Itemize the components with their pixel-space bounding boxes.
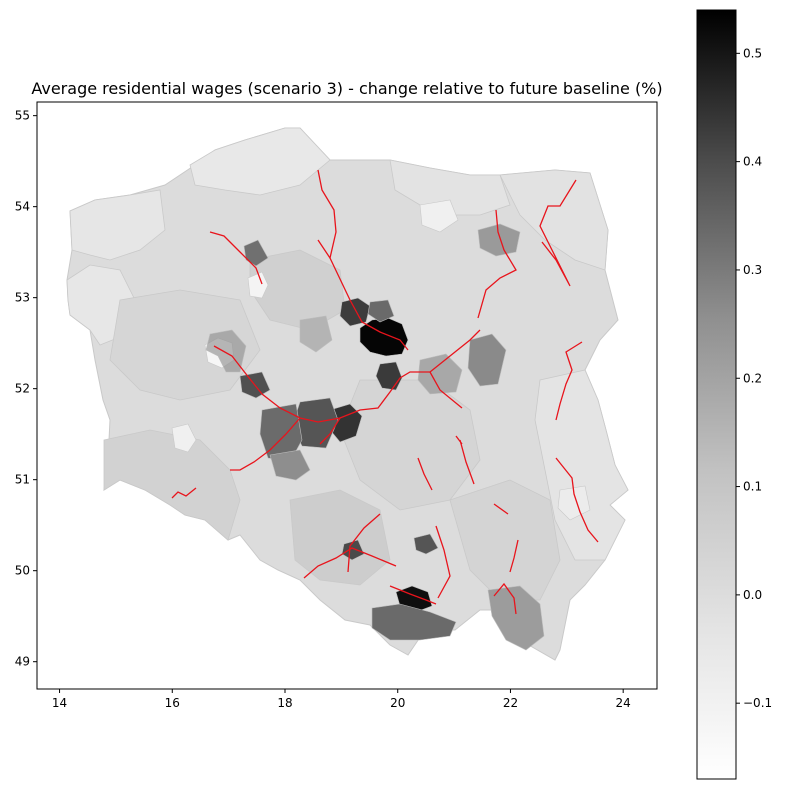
colorbar-tick-label: 0.3 xyxy=(743,263,762,277)
corridor-line xyxy=(347,513,381,573)
region-northeast xyxy=(499,169,609,271)
y-tick-label: 54 xyxy=(15,200,30,214)
region-mazury xyxy=(389,159,511,216)
colorbar-tick-label: 0.1 xyxy=(743,480,762,494)
corridor-line xyxy=(417,457,433,491)
district-radom xyxy=(375,361,403,391)
corridor-line xyxy=(230,417,301,471)
corridor-line xyxy=(429,371,463,409)
region-north-coast xyxy=(189,127,331,196)
colorbar xyxy=(696,9,737,780)
colorbar-tick-label: 0.5 xyxy=(743,46,762,60)
region-upper-silesia xyxy=(289,489,391,586)
district-szczecin-area xyxy=(247,271,269,299)
y-tick-label: 55 xyxy=(15,109,30,123)
x-tick-label: 22 xyxy=(503,696,518,710)
corridor-line xyxy=(389,585,437,605)
x-tick-label: 18 xyxy=(277,696,292,710)
colorbar-tick-label: 0.4 xyxy=(743,155,762,169)
x-tick-label: 24 xyxy=(616,696,631,710)
corridor-line xyxy=(555,457,599,543)
y-tick-label: 49 xyxy=(15,655,30,669)
x-tick-label: 14 xyxy=(52,696,67,710)
y-tick-label: 51 xyxy=(15,473,30,487)
x-tick-label: 16 xyxy=(165,696,180,710)
district-rzeszow-south xyxy=(487,585,545,651)
district-light-northeast xyxy=(419,199,459,233)
district-warsaw-ne xyxy=(367,299,395,323)
corridor-line xyxy=(435,525,451,599)
colorbar-tick-label: 0.2 xyxy=(743,371,762,385)
region-southeast xyxy=(449,479,561,601)
region-east-lublin xyxy=(534,369,629,561)
corridor-line xyxy=(455,435,463,445)
district-olsztyn-east xyxy=(477,223,521,257)
corridor-line xyxy=(493,582,517,615)
region-center-west xyxy=(109,289,261,401)
corridor-lines xyxy=(171,169,599,615)
map-area xyxy=(66,127,629,661)
corridor-line xyxy=(329,257,409,351)
corridor-line xyxy=(303,547,397,579)
corridor-line xyxy=(317,169,337,260)
district-kielce-small xyxy=(413,533,439,555)
region-northwest xyxy=(69,189,166,261)
x-axis: 14 16 18 20 22 24 xyxy=(52,689,631,710)
colorbar-axis: −0.1 0.0 0.1 0.2 0.3 0.4 0.5 xyxy=(736,46,772,710)
district-plock xyxy=(299,315,333,353)
region-lower-silesia xyxy=(103,429,241,541)
district-katowice-small xyxy=(341,539,365,561)
corridor-line xyxy=(213,329,481,423)
plot-frame xyxy=(36,101,658,690)
corridor-line xyxy=(209,231,263,285)
y-axis: 49 50 51 52 53 54 55 xyxy=(15,109,37,669)
chart-title: Average residential wages (scenario 3) -… xyxy=(31,79,662,98)
district-podhale xyxy=(371,603,457,641)
corridor-line xyxy=(509,539,519,573)
district-light-east xyxy=(557,485,591,521)
y-tick-label: 50 xyxy=(15,564,30,578)
district-leszno xyxy=(269,449,311,481)
colorbar-tick-label: 0.0 xyxy=(743,588,762,602)
x-tick-label: 20 xyxy=(390,696,405,710)
district-light-west xyxy=(171,423,197,453)
district-warsaw-north xyxy=(339,297,371,327)
y-tick-label: 53 xyxy=(15,291,30,305)
corridor-line xyxy=(555,341,583,421)
corridor-line xyxy=(493,503,509,515)
corridor-line xyxy=(539,179,577,287)
district-biala-podlaska xyxy=(467,333,507,387)
corridor-line xyxy=(477,209,517,319)
district-siedlce xyxy=(417,353,463,395)
corridor-line xyxy=(319,417,341,445)
corridor-line xyxy=(459,439,475,485)
y-tick-label: 52 xyxy=(15,382,30,396)
corridor-line xyxy=(171,487,197,499)
colorbar-tick-label: −0.1 xyxy=(743,696,772,710)
